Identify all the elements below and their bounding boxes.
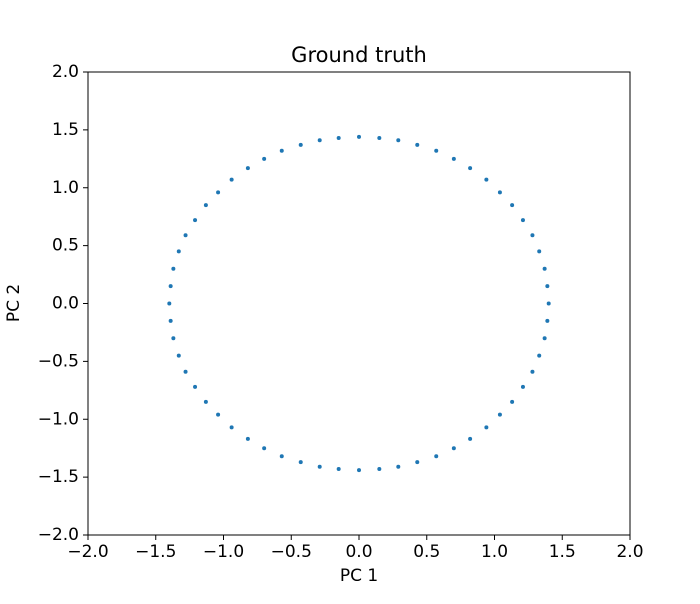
- y-axis-label: PC 2: [4, 284, 24, 322]
- chart-title: Ground truth: [291, 43, 427, 67]
- point: [530, 369, 535, 374]
- y-tick-label: 0.5: [52, 236, 79, 256]
- point: [377, 135, 382, 140]
- y-tick-label: 0.0: [52, 294, 79, 314]
- point: [396, 464, 401, 469]
- point: [245, 436, 250, 441]
- point: [176, 249, 181, 254]
- y-tick-label: 2.0: [52, 62, 79, 82]
- point: [357, 468, 361, 473]
- y-tick-label: 1.5: [52, 120, 79, 140]
- point: [415, 460, 420, 465]
- point: [193, 218, 198, 223]
- x-tick-label: −1.0: [203, 542, 244, 562]
- y-tick-label: −2.0: [38, 525, 79, 545]
- point: [317, 464, 322, 469]
- point: [193, 384, 198, 389]
- point: [510, 399, 515, 404]
- point: [279, 148, 284, 153]
- point: [357, 134, 361, 139]
- point: [434, 454, 439, 459]
- point: [229, 425, 234, 430]
- point: [545, 284, 550, 289]
- x-tick-label: 1.0: [481, 542, 508, 562]
- point: [203, 203, 208, 208]
- point: [216, 412, 221, 417]
- x-tick-label: 0.0: [345, 542, 372, 562]
- y-tick-label: −1.0: [38, 409, 79, 429]
- point: [520, 218, 525, 223]
- point: [171, 336, 176, 341]
- point: [171, 266, 176, 271]
- point: [546, 301, 551, 306]
- point: [203, 399, 208, 404]
- point: [298, 460, 303, 465]
- point: [468, 436, 473, 441]
- point: [468, 166, 473, 171]
- point: [537, 353, 542, 358]
- point: [415, 142, 420, 147]
- x-tick-label: −1.5: [135, 542, 176, 562]
- point: [484, 177, 489, 182]
- point: [229, 177, 234, 182]
- point: [434, 148, 439, 153]
- point: [497, 190, 502, 195]
- y-tick-label: 1.0: [52, 178, 79, 198]
- point: [167, 301, 172, 306]
- point: [451, 446, 456, 451]
- x-tick-label: −0.5: [271, 542, 312, 562]
- point: [336, 467, 341, 472]
- point: [336, 135, 341, 140]
- point: [216, 190, 221, 195]
- point: [245, 166, 250, 171]
- point: [168, 318, 173, 323]
- point: [542, 336, 547, 341]
- point: [298, 142, 303, 147]
- point: [537, 249, 542, 254]
- point: [262, 156, 267, 161]
- x-axis-label: PC 1: [340, 566, 378, 586]
- x-tick-label: −2.0: [67, 542, 108, 562]
- point: [484, 425, 489, 430]
- point: [262, 446, 267, 451]
- point: [542, 266, 547, 271]
- x-tick-label: 0.5: [413, 542, 440, 562]
- point: [520, 384, 525, 389]
- y-tick-label: −0.5: [38, 351, 79, 371]
- point: [176, 353, 181, 358]
- point: [451, 156, 456, 161]
- point: [168, 284, 173, 289]
- x-tick-label: 1.5: [549, 542, 576, 562]
- point: [317, 138, 322, 143]
- point: [183, 369, 188, 374]
- point: [377, 467, 382, 472]
- point: [279, 454, 284, 459]
- point: [396, 138, 401, 143]
- x-tick-label: 2.0: [616, 542, 643, 562]
- point: [510, 203, 515, 208]
- point: [183, 233, 188, 238]
- point: [497, 412, 502, 417]
- point: [545, 318, 550, 323]
- y-tick-label: −1.5: [38, 467, 79, 487]
- point: [530, 233, 535, 238]
